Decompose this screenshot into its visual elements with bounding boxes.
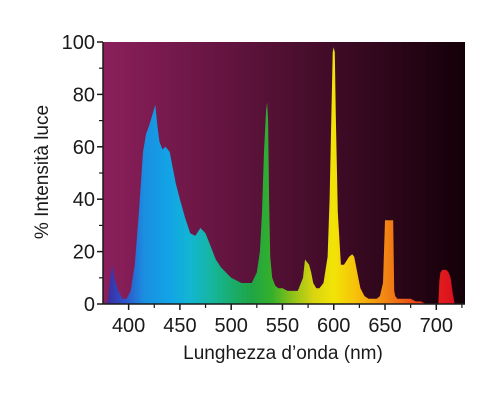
plot-area bbox=[102, 42, 465, 305]
y-tick-label: 20 bbox=[73, 242, 95, 264]
spectrum-area bbox=[106, 47, 459, 304]
x-tick-label: 450 bbox=[163, 315, 196, 337]
y-tick-label: 80 bbox=[73, 84, 95, 106]
y-tick-label: 60 bbox=[73, 137, 95, 159]
x-tick-label: 550 bbox=[266, 315, 299, 337]
y-axis-ticks: 0 20 40 60 80 100 bbox=[62, 32, 103, 316]
x-tick-label: 650 bbox=[368, 315, 401, 337]
x-tick-label: 600 bbox=[317, 315, 350, 337]
x-axis-ticks: 400 450 500 550 600 650 700 bbox=[112, 304, 463, 337]
y-tick-label: 0 bbox=[84, 294, 95, 316]
x-axis-title: Lunghezza d’onda (nm) bbox=[183, 343, 383, 364]
y-tick-label: 40 bbox=[73, 189, 95, 211]
x-tick-label: 400 bbox=[112, 315, 145, 337]
x-tick-label: 500 bbox=[214, 315, 247, 337]
x-tick-label: 700 bbox=[420, 315, 453, 337]
y-axis-title: % Intensità luce bbox=[32, 105, 53, 239]
y-tick-label: 100 bbox=[62, 32, 95, 54]
